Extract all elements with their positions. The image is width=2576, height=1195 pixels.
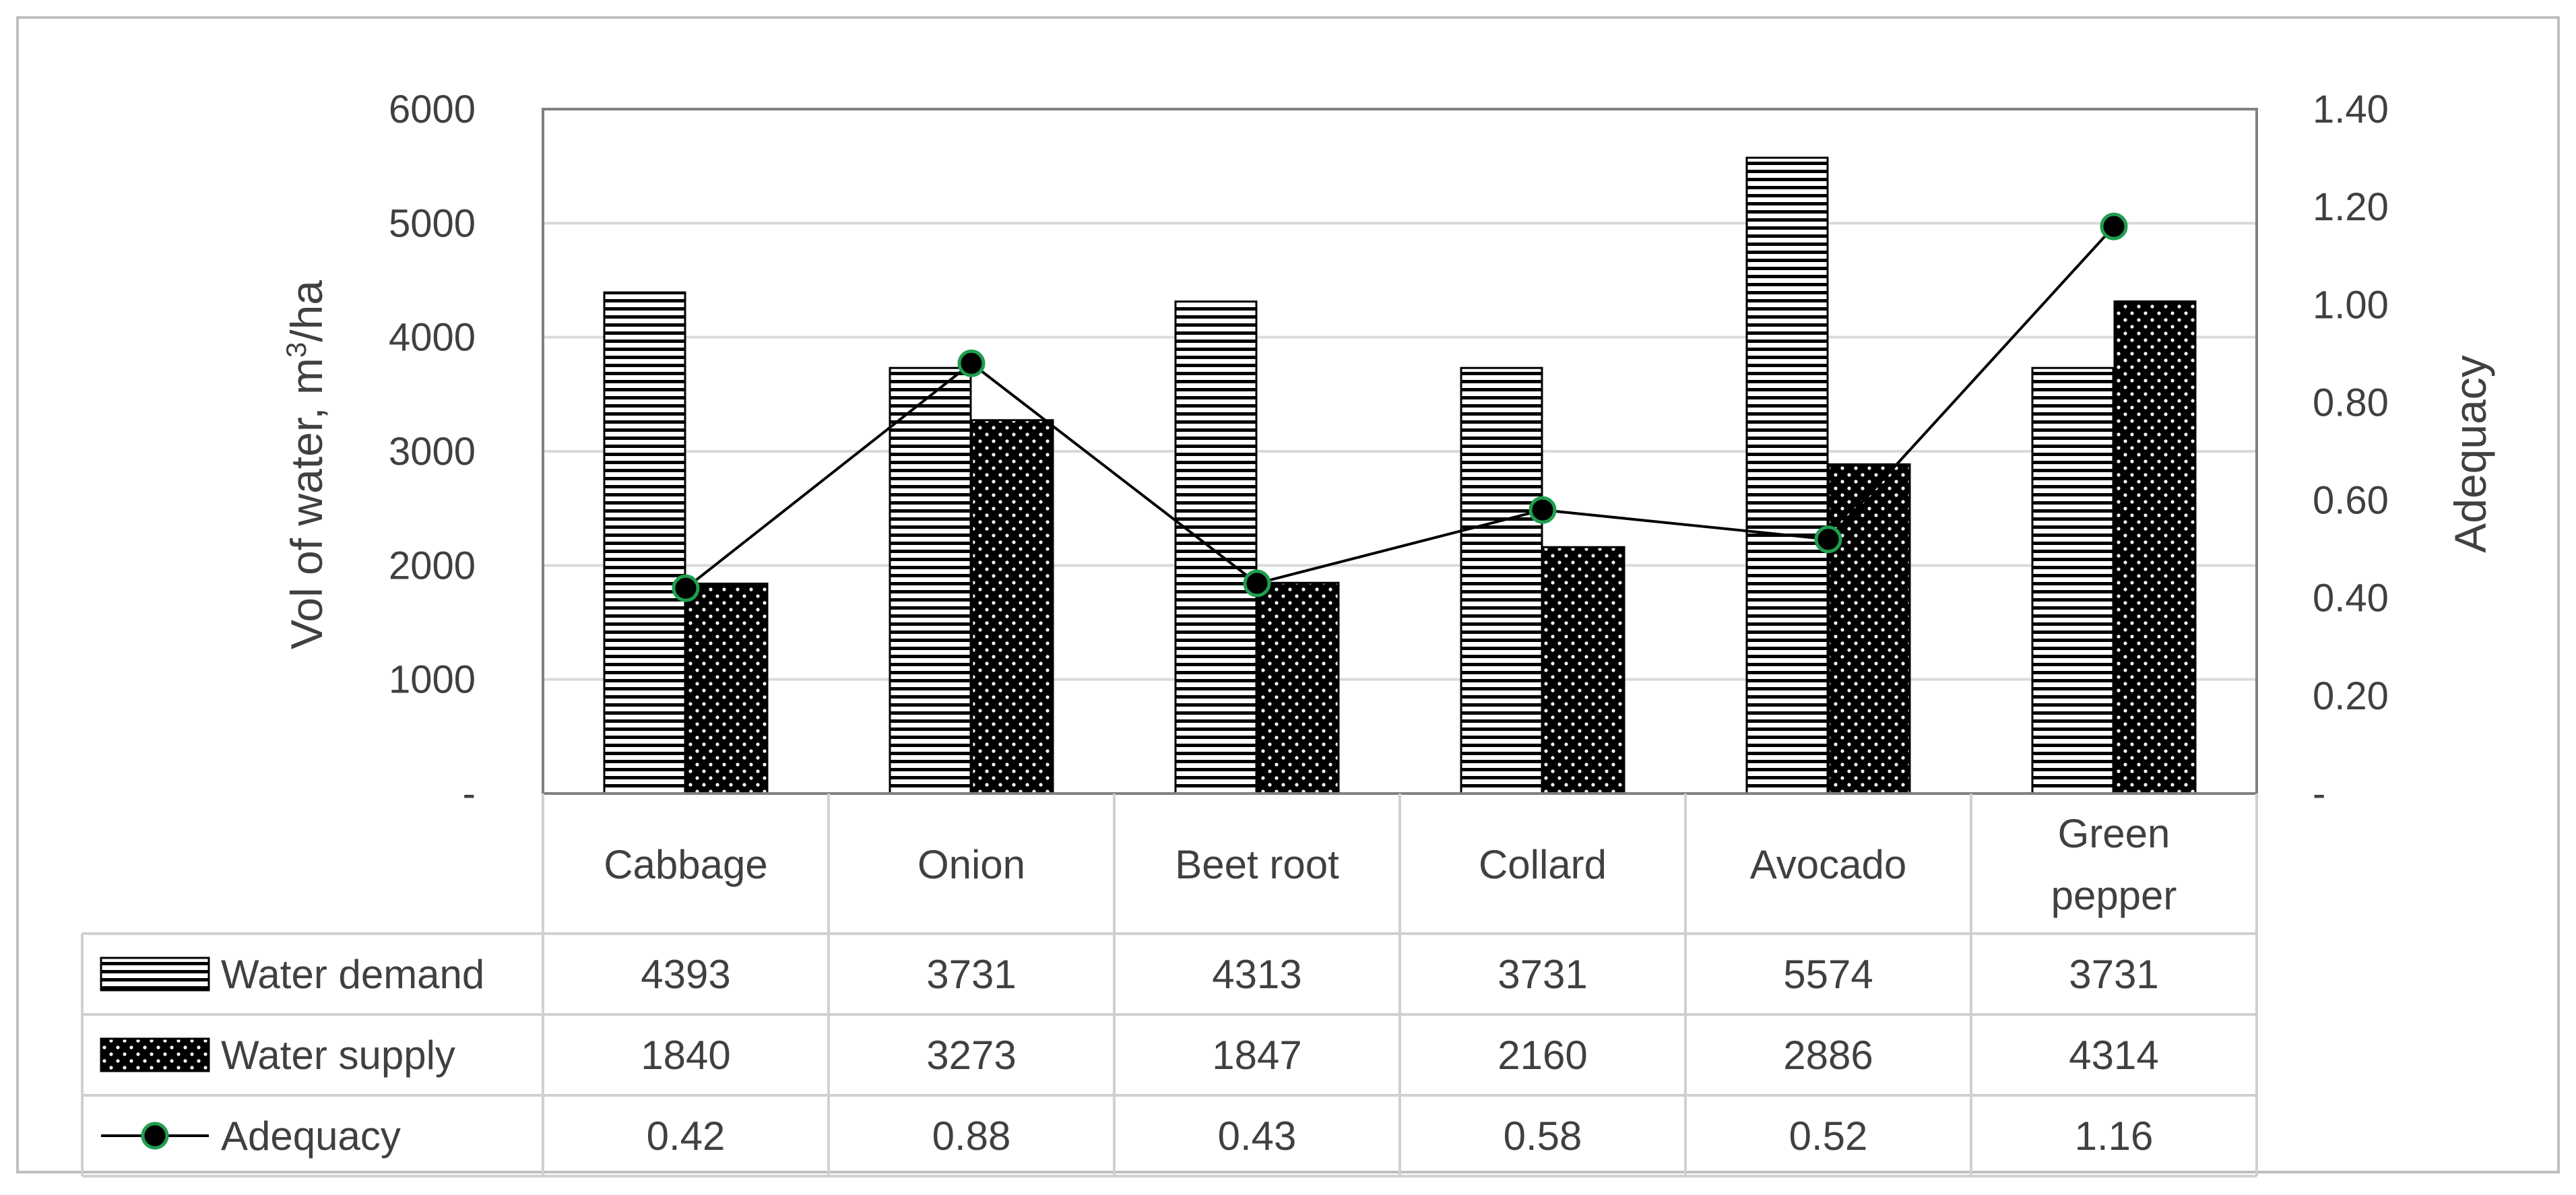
water-demand-bar — [1174, 300, 1258, 795]
left-tick-label: 1000 — [389, 658, 476, 702]
right-tick-label: - — [2313, 772, 2325, 816]
data-label: 0.58 — [1504, 1113, 1582, 1159]
data-label: 3273 — [926, 1033, 1016, 1078]
water-supply-legend-key — [100, 1037, 210, 1072]
right-axis-title: Adequacy — [2445, 355, 2495, 553]
data-label: 2160 — [1498, 1033, 1587, 1078]
category-label: Cabbage — [604, 842, 768, 887]
adequacy-line — [684, 225, 2115, 589]
series-name: Adequacy — [221, 1113, 401, 1159]
adequacy-point — [1243, 569, 1271, 598]
left-tick-label: 3000 — [389, 430, 476, 474]
data-label: 4314 — [2069, 1033, 2158, 1078]
right-tick-label: 1.20 — [2313, 185, 2389, 229]
data-label: 4313 — [1212, 952, 1301, 997]
left-axis-title: Vol of water, m3/ha — [280, 280, 331, 649]
category-label: Avocado — [1750, 842, 1906, 887]
data-label: 3731 — [1498, 952, 1587, 997]
data-label: 0.52 — [1789, 1113, 1868, 1159]
right-tick-label: 0.20 — [2313, 674, 2389, 718]
left-tick-label: 2000 — [389, 544, 476, 587]
adequacy-legend-marker — [141, 1122, 169, 1150]
right-tick-label: 0.40 — [2313, 577, 2389, 620]
data-label: 1.16 — [2075, 1113, 2154, 1159]
water-demand-legend-key — [100, 957, 210, 992]
data-label: 5574 — [1783, 952, 1873, 997]
water-demand-bar — [603, 291, 686, 795]
left-tick-label: 4000 — [389, 316, 476, 360]
data-label: 3731 — [2069, 952, 2158, 997]
right-tick-label: 1.40 — [2313, 88, 2389, 131]
left-tick-label: - — [463, 772, 476, 816]
left-axis-title-superscript: 3 — [280, 342, 312, 358]
series-name: Water supply — [221, 1033, 455, 1078]
category-label: Collard — [1479, 842, 1607, 887]
water-demand-bar — [1460, 366, 1543, 795]
adequacy-point — [672, 574, 700, 602]
data-label: 0.88 — [932, 1113, 1011, 1159]
series-name: Water demand — [221, 952, 484, 997]
water-demand-bar — [2031, 366, 2115, 795]
adequacy-point — [2100, 212, 2128, 240]
water-supply-bar — [1828, 463, 1911, 795]
water-supply-bar — [1256, 581, 1340, 795]
right-tick-label: 1.00 — [2313, 283, 2389, 327]
data-label: 4393 — [641, 952, 730, 997]
data-label: 0.43 — [1218, 1113, 1297, 1159]
water-demand-bar — [1745, 156, 1829, 795]
data-label: 1840 — [641, 1033, 730, 1078]
water-supply-bar — [1542, 546, 1625, 795]
data-label: 2886 — [1783, 1033, 1873, 1078]
category-label: pepper — [2051, 873, 2177, 918]
water-supply-bar — [2113, 300, 2197, 795]
adequacy-point — [1814, 525, 1842, 554]
data-label: 1847 — [1212, 1033, 1301, 1078]
right-tick-label: 0.80 — [2313, 381, 2389, 424]
right-tick-label: 0.60 — [2313, 479, 2389, 523]
adequacy-point — [957, 349, 986, 377]
data-label: 0.42 — [647, 1113, 726, 1159]
adequacy-point — [1528, 496, 1557, 524]
data-label: 3731 — [926, 952, 1016, 997]
left-axis-title-main: Vol of water, m — [282, 358, 331, 649]
category-label: Beet root — [1175, 842, 1339, 887]
left-tick-label: 5000 — [389, 201, 476, 245]
water-supply-bar — [685, 582, 769, 795]
left-axis-title-unit: /ha — [282, 280, 331, 342]
water-supply-bar — [971, 419, 1054, 795]
category-label: Onion — [917, 842, 1025, 887]
water-demand-bar — [889, 366, 972, 795]
category-label: Green — [2058, 811, 2170, 856]
left-tick-label: 6000 — [389, 88, 476, 131]
